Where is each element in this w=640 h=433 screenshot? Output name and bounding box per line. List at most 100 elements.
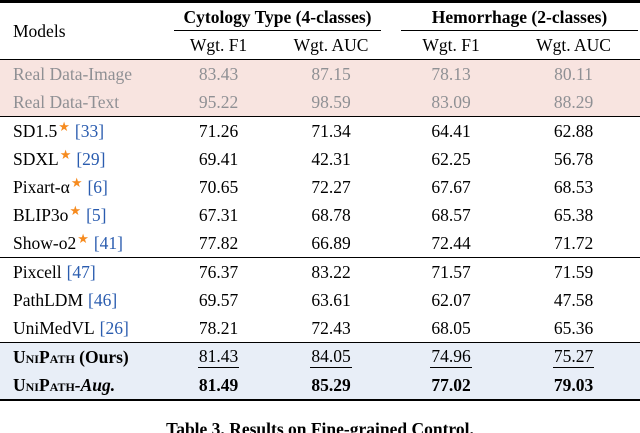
metric-value-cell: 67.31 <box>198 204 239 225</box>
model-name-cell: Show-o2★ [41] <box>0 229 170 258</box>
table-row: PathLDM [46] 69.57 63.61 62.07 47.58 <box>0 286 640 314</box>
table-header-metric-row: Wgt. F1 Wgt. AUC Wgt. F1 Wgt. AUC <box>0 32 640 60</box>
metric-value-cell: 65.38 <box>553 204 594 225</box>
table-caption-number: Table 3. <box>166 419 225 433</box>
column-header-hemorrhage-auc: Wgt. AUC <box>507 32 640 60</box>
citation-link[interactable]: [5] <box>86 204 107 225</box>
model-name: BLIP3o <box>13 204 69 225</box>
column-header-models: Models <box>0 1 170 60</box>
model-name-cell: BLIP3o★ [5] <box>0 201 170 229</box>
metric-value-cell: 68.05 <box>431 317 471 338</box>
model-name-cell: UniPath (Ours) <box>0 342 170 371</box>
model-name: PathLDM <box>13 289 83 310</box>
model-name-cell: UniPath-Aug. <box>0 371 170 400</box>
metric-value-cell: 71.34 <box>267 116 396 145</box>
metric-value-cell: 83.22 <box>267 257 396 286</box>
table-row: SDXL★ [29] 69.41 42.31 62.25 56.78 <box>0 145 640 173</box>
column-header-cytology-auc: Wgt. AUC <box>267 32 396 60</box>
table-caption: Table 3. Results on Fine-grained Control… <box>0 419 640 433</box>
metric-value-cell: 56.78 <box>553 148 594 169</box>
column-group-hemorrhage-label: Hemorrhage (2-classes) <box>401 4 639 31</box>
model-name: UniPath <box>13 346 75 367</box>
metric-value-cell: 77.02 <box>431 374 471 395</box>
model-name: UniPath <box>13 374 75 395</box>
metric-value-cell: 68.78 <box>311 204 351 225</box>
metric-value-cell: 71.59 <box>507 257 640 286</box>
column-header-cytology-f1: Wgt. F1 <box>170 32 267 60</box>
results-table: Models Cytology Type (4-classes) Hemorrh… <box>0 0 640 401</box>
metric-value-cell: 68.53 <box>553 176 594 197</box>
model-name: SD1.5 <box>13 120 58 141</box>
model-name: Show-o2 <box>13 232 77 253</box>
metric-value-cell: 70.65 <box>198 176 239 197</box>
column-group-cytology-label: Cytology Type (4-classes) <box>174 4 382 31</box>
metric-value-cell: 66.89 <box>311 232 351 253</box>
metric-value-cell: 88.29 <box>553 91 594 112</box>
citation-link[interactable]: [47] <box>66 261 96 282</box>
table-row: Real Data-Text 95.22 98.59 83.09 88.29 <box>0 88 640 117</box>
metric-value-cell: 71.72 <box>553 232 594 253</box>
metric-value-cell: 80.11 <box>554 63 593 84</box>
citation-link[interactable]: [26] <box>99 317 129 338</box>
metric-value-cell: 65.36 <box>553 317 594 338</box>
star-icon: ★ <box>59 146 72 162</box>
metric-value-cell: 81.43 <box>170 342 267 371</box>
metric-value-cell: 42.31 <box>311 148 351 169</box>
model-name: UniMedVL <box>13 317 95 338</box>
table-row: SD1.5★ [33] 71.26 71.34 64.41 62.88 <box>0 116 640 145</box>
column-group-cytology: Cytology Type (4-classes) <box>170 2 395 33</box>
model-name-suffix: -Aug. <box>74 374 116 395</box>
table-caption-text: Results on Fine-grained Control. <box>229 419 474 433</box>
citation-link[interactable]: [6] <box>87 176 108 197</box>
citation-link[interactable]: [41] <box>93 232 124 253</box>
model-name: SDXL <box>13 148 59 169</box>
table-row: Show-o2★ [41] 77.82 66.89 72.44 71.72 <box>0 229 640 258</box>
model-name-cell: Pixcell [47] <box>0 257 170 286</box>
metric-value-cell: 62.07 <box>431 289 471 310</box>
metric-value-cell: 62.88 <box>507 116 640 145</box>
metric-value-cell: 47.58 <box>553 289 594 310</box>
metric-value-cell: 64.41 <box>395 116 508 145</box>
metric-value-cell: 69.57 <box>198 289 239 310</box>
metric-value-cell: 68.57 <box>431 204 471 225</box>
table-row: Pixcell [47] 76.37 83.22 71.57 71.59 <box>0 257 640 286</box>
table-row: UniMedVL [26] 78.21 72.43 68.05 65.36 <box>0 314 640 343</box>
citation-link[interactable]: [46] <box>88 289 118 310</box>
citation-link[interactable]: [33] <box>74 120 105 141</box>
metric-value-cell: 76.37 <box>170 257 267 286</box>
metric-value-cell: 71.57 <box>395 257 508 286</box>
model-name: Pixcell <box>13 261 62 282</box>
star-icon: ★ <box>77 230 89 246</box>
model-name-cell: Pixart-α★ [6] <box>0 173 170 201</box>
model-name-suffix: (Ours) <box>74 346 129 367</box>
model-name-cell: SDXL★ [29] <box>0 145 170 173</box>
metric-value-cell: 71.26 <box>170 116 267 145</box>
metric-value-cell: 77.82 <box>198 232 239 253</box>
metric-value-cell: 74.96 <box>395 342 508 371</box>
metric-value-cell: 85.29 <box>311 374 351 395</box>
table-header-group-row: Models Cytology Type (4-classes) Hemorrh… <box>0 1 640 60</box>
star-icon: ★ <box>58 118 70 134</box>
star-icon: ★ <box>69 202 82 218</box>
model-name-cell: Real Data-Image <box>13 63 133 84</box>
star-icon: ★ <box>70 174 83 190</box>
metric-value-cell: 63.61 <box>311 289 351 310</box>
model-name-cell: PathLDM [46] <box>0 286 170 314</box>
metric-value-cell: 78.13 <box>431 63 471 84</box>
metric-value-cell: 72.43 <box>311 317 351 338</box>
table-row: Pixart-α★ [6] 70.65 72.27 67.67 68.53 <box>0 173 640 201</box>
metric-value-cell: 84.05 <box>267 342 396 371</box>
metric-value-cell: 79.03 <box>553 374 594 395</box>
table-row: UniPath-Aug. 81.49 85.29 77.02 79.03 <box>0 371 640 400</box>
metric-value-cell: 67.67 <box>431 176 471 197</box>
table-row: Real Data-Image 83.43 87.15 78.13 80.11 <box>0 59 640 88</box>
metric-value-cell: 69.41 <box>198 148 239 169</box>
column-group-hemorrhage: Hemorrhage (2-classes) <box>395 2 640 33</box>
metric-value-cell: 95.22 <box>198 91 239 112</box>
model-name-cell: Real Data-Text <box>13 91 120 112</box>
metric-value-cell: 62.25 <box>431 148 471 169</box>
citation-link[interactable]: [29] <box>76 148 106 169</box>
model-name-cell: SD1.5★ [33] <box>0 116 170 145</box>
metric-value-cell: 98.59 <box>311 91 351 112</box>
metric-value-cell: 72.27 <box>311 176 351 197</box>
